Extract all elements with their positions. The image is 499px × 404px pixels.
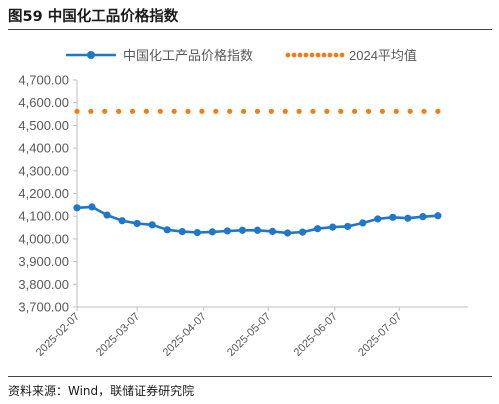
avg-line-dot <box>254 108 261 114</box>
figure-title: 图59 中国化工品价格指数 <box>8 9 179 25</box>
legend-avg-dot <box>291 52 297 58</box>
title-divider <box>8 29 492 30</box>
legend-avg-dot <box>309 52 315 58</box>
x-tick-label: 2025-03-07 <box>94 311 142 359</box>
x-tick-label: 2025-02-07 <box>34 311 82 359</box>
legend-avg-dot <box>303 52 309 58</box>
x-tick-label: 2025-07-07 <box>356 311 404 359</box>
avg-line-dot <box>88 108 94 114</box>
avg-line-dot <box>435 108 441 114</box>
avg-line-dot <box>365 108 372 114</box>
y-tick-label: 4,700.00 <box>18 73 69 88</box>
avg-line-dot <box>129 108 136 114</box>
index-data-point <box>404 214 412 222</box>
legend-avg-dot <box>297 52 303 58</box>
index-data-point <box>148 221 156 229</box>
index-data-point <box>253 226 262 234</box>
index-data-point <box>163 226 171 234</box>
y-tick-label: 3,800.00 <box>18 277 69 292</box>
avg-line-dot <box>199 108 205 114</box>
avg-line-dot <box>185 108 191 114</box>
y-tick-label: 4,400.00 <box>18 141 69 156</box>
avg-line-dot <box>407 108 413 114</box>
legend-avg-dot <box>333 52 339 58</box>
y-tick-label: 3,700.00 <box>18 300 69 315</box>
index-data-point <box>329 223 337 231</box>
avg-line-dot <box>352 108 358 114</box>
avg-line-dot <box>296 108 302 114</box>
avg-line-dot <box>102 108 108 114</box>
avg-line-dot <box>310 108 316 114</box>
avg-line-dot <box>393 108 399 114</box>
avg-line-dot <box>213 108 219 114</box>
index-data-point <box>238 226 247 234</box>
index-data-point <box>208 228 216 236</box>
index-data-point <box>359 219 367 227</box>
index-data-point <box>389 213 397 221</box>
avg-line-dot <box>227 108 233 114</box>
source-divider <box>8 376 492 377</box>
avg-line-dot <box>171 108 177 114</box>
y-tick-label: 4,500.00 <box>18 118 69 133</box>
y-tick-label: 4,200.00 <box>18 186 69 201</box>
source-note: 资料来源：Wind，联储证券研究院 <box>8 384 195 398</box>
index-data-point <box>178 228 186 236</box>
index-data-point <box>314 225 322 233</box>
legend-index-marker <box>87 51 95 59</box>
index-data-point <box>118 217 126 225</box>
legend-avg-dot <box>321 52 327 58</box>
avg-line-dot <box>157 108 163 114</box>
avg-line-dot <box>268 108 274 114</box>
avg-line-dot <box>338 108 344 114</box>
index-data-point <box>73 204 81 212</box>
index-data-point <box>103 211 111 219</box>
avg-line-dot <box>74 108 80 114</box>
avg-line-dot <box>116 108 122 114</box>
legend-avg-dot <box>315 52 321 58</box>
index-data-point <box>434 212 442 220</box>
avg-line-dot <box>282 108 288 114</box>
x-tick-label: 2025-06-07 <box>292 311 340 359</box>
index-data-point <box>223 227 231 235</box>
avg-line-dot <box>240 108 247 114</box>
legend-index-label: 中国化工产品价格指数 <box>123 48 253 63</box>
avg-line-dot <box>143 108 150 114</box>
y-tick-label: 4,000.00 <box>18 231 69 246</box>
index-data-point <box>298 228 307 236</box>
legend-avg-dot <box>327 52 333 58</box>
legend-avg-label: 2024平均值 <box>349 48 417 63</box>
x-tick-label: 2025-04-07 <box>161 311 209 359</box>
legend-avg-dot <box>339 52 345 58</box>
legend-avg-dot <box>285 52 291 58</box>
index-data-point <box>283 229 292 237</box>
index-data-point <box>344 222 352 231</box>
index-data-point <box>193 228 201 237</box>
line-chart: 3,700.00 3,800.00 3,900.00 4,000.00 4,100.00… <box>18 48 468 359</box>
index-data-point <box>419 213 427 221</box>
index-data-point <box>268 227 277 236</box>
y-tick-label: 4,600.00 <box>18 95 69 110</box>
index-data-point <box>133 219 141 228</box>
index-data-point <box>88 203 96 211</box>
avg-line-dot <box>324 108 330 114</box>
x-tick-label: 2025-05-07 <box>225 311 273 359</box>
y-tick-label: 4,300.00 <box>18 163 69 178</box>
avg-line-dot <box>421 108 427 114</box>
y-tick-label: 3,900.00 <box>18 254 69 269</box>
index-data-point <box>374 215 382 223</box>
avg-line-dot <box>379 108 385 114</box>
y-tick-label: 4,100.00 <box>18 209 69 224</box>
